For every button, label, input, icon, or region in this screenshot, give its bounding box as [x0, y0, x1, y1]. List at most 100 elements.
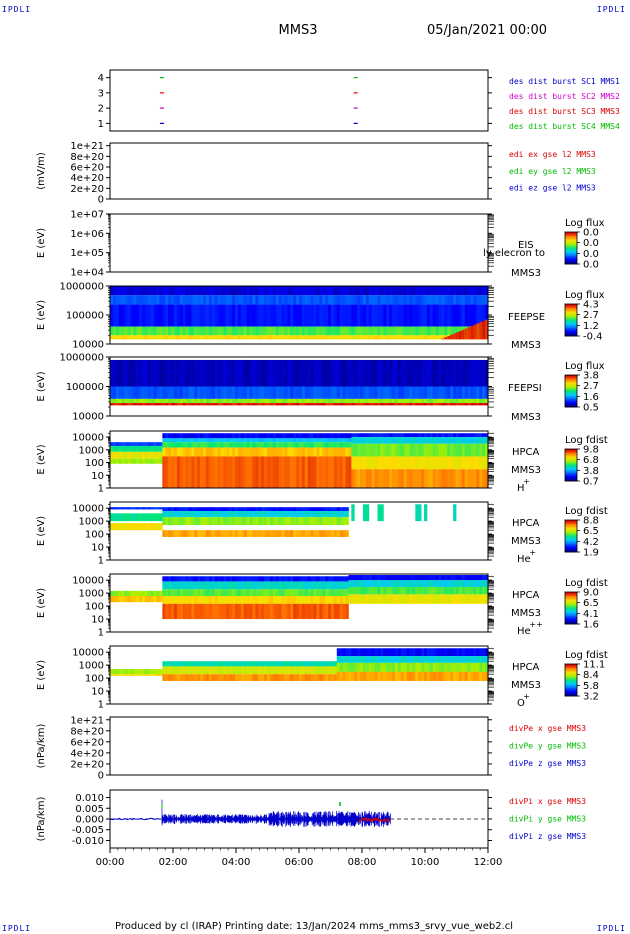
colorbar-swatch	[565, 256, 577, 258]
heatmap-cell	[191, 511, 195, 518]
heatmap-cell	[229, 507, 233, 512]
heatmap-cell	[432, 662, 437, 672]
heatmap-cell	[453, 326, 457, 336]
heatmap-cell	[144, 445, 149, 452]
y-tick-label: 1	[98, 484, 104, 495]
heatmap-cell	[409, 580, 413, 587]
heatmap-speck	[139, 369, 141, 371]
heatmap-cell	[130, 458, 134, 464]
heatmap-cell	[246, 661, 250, 667]
heatmap-cell	[246, 456, 250, 488]
heatmap-cell	[330, 576, 335, 582]
heatmap-cell	[429, 580, 434, 587]
heatmap-cell	[121, 507, 125, 510]
heatmap-cell	[264, 447, 268, 457]
heatmap-cell	[220, 286, 224, 296]
heatmap-cell	[397, 437, 402, 444]
heatmap-cell	[418, 594, 422, 604]
heatmap-cell	[351, 295, 355, 305]
heatmap-cell	[168, 286, 172, 296]
panel-frame	[109, 716, 489, 776]
heatmap-cell	[316, 517, 320, 526]
heatmap-cell	[281, 507, 285, 512]
heatmap-cell	[461, 403, 466, 406]
heatmap-cell	[226, 403, 230, 406]
colorbar-swatch	[565, 309, 577, 312]
heatmap-cell	[316, 589, 320, 597]
heatmap-cell	[127, 295, 131, 305]
heatmap-cell	[360, 437, 364, 444]
heatmap-cell	[447, 656, 451, 663]
heatmap-cell	[205, 335, 210, 340]
heatmap-cell	[307, 438, 312, 443]
heatmap-cell	[264, 386, 268, 399]
heatmap-cell	[412, 575, 416, 581]
heatmap-cell	[112, 513, 117, 522]
heatmap-cell	[165, 295, 169, 305]
heatmap-cell	[159, 590, 163, 597]
heatmap-cell	[208, 576, 213, 582]
heatmap-cell	[421, 295, 425, 305]
heatmap-cell	[325, 304, 329, 327]
heatmap-cell	[307, 530, 312, 537]
heatmap-cell	[424, 580, 428, 587]
heatmap-cell	[235, 576, 239, 582]
heatmap-cell	[179, 507, 184, 512]
divpi-x-series	[358, 816, 391, 823]
heatmap-cell	[406, 386, 410, 399]
heatmap-cell	[284, 511, 288, 518]
heatmap-cell	[345, 517, 349, 526]
heatmap-cell	[325, 581, 329, 590]
heatmap-cell	[179, 442, 184, 448]
heatmap-cell	[365, 586, 370, 595]
heatmap-cell	[255, 335, 259, 340]
heatmap-cell	[351, 656, 355, 663]
heatmap-cell	[237, 386, 242, 399]
heatmap-cell	[243, 326, 248, 336]
heatmap-cell	[150, 445, 155, 452]
heatmap-cell	[351, 304, 355, 327]
colorbar-swatch	[565, 325, 577, 328]
heatmap-cell	[246, 530, 250, 537]
heatmap-cell	[188, 674, 192, 681]
heatmap-cell	[188, 438, 192, 443]
heatmap-cell	[301, 661, 306, 667]
heatmap-hpca_h	[110, 433, 489, 488]
heatmap-cell	[307, 335, 312, 340]
heatmap-cell	[255, 530, 259, 537]
heatmap-cell	[287, 666, 291, 675]
heatmap-cell	[171, 398, 175, 404]
heatmap-cell	[461, 286, 466, 296]
heatmap-cell	[272, 442, 277, 448]
heatmap-cell	[424, 286, 428, 296]
heatmap-cell	[444, 594, 448, 604]
heatmap-speck	[284, 369, 286, 371]
heatmap-cell	[232, 438, 236, 443]
heatmap-cell	[141, 513, 146, 522]
heatmap-cell	[418, 304, 422, 327]
heatmap-cell	[208, 596, 213, 604]
heatmap-cell	[304, 596, 309, 604]
heatmap-cell	[458, 648, 463, 657]
heatmap-cell	[377, 437, 381, 444]
heatmap-cell	[136, 445, 140, 452]
heatmap-cell	[162, 603, 166, 620]
heatmap-cell	[133, 458, 137, 464]
heatmap-cell	[188, 517, 192, 526]
heatmap-cell	[141, 674, 146, 676]
heatmap-cell	[336, 517, 341, 526]
heatmap-cell	[246, 295, 250, 305]
heatmap-cell	[485, 359, 489, 387]
colorbar-swatch	[565, 680, 577, 682]
heatmap-speck	[464, 374, 467, 376]
heatmap-cell	[328, 295, 332, 305]
heatmap-cell	[313, 581, 317, 590]
heatmap-cell	[301, 442, 306, 448]
heatmap-cell	[110, 398, 114, 404]
heatmap-cell	[432, 594, 437, 604]
heatmap-cell	[229, 438, 233, 443]
heatmap-cell	[368, 443, 373, 457]
heatmap-cell	[336, 335, 341, 340]
heatmap-cell	[211, 442, 216, 448]
